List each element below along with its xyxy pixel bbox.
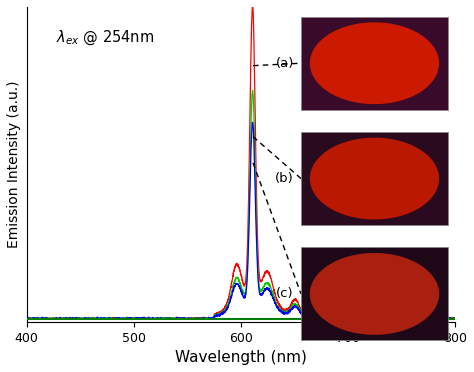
Y-axis label: Emission Intensity (a.u.): Emission Intensity (a.u.)	[7, 81, 21, 248]
X-axis label: Wavelength (nm): Wavelength (nm)	[175, 350, 307, 365]
Text: (c): (c)	[276, 288, 294, 300]
Text: $\lambda_{ex}$ @ 254nm: $\lambda_{ex}$ @ 254nm	[56, 29, 155, 47]
Text: (a): (a)	[275, 57, 294, 70]
Text: (b): (b)	[275, 172, 294, 185]
